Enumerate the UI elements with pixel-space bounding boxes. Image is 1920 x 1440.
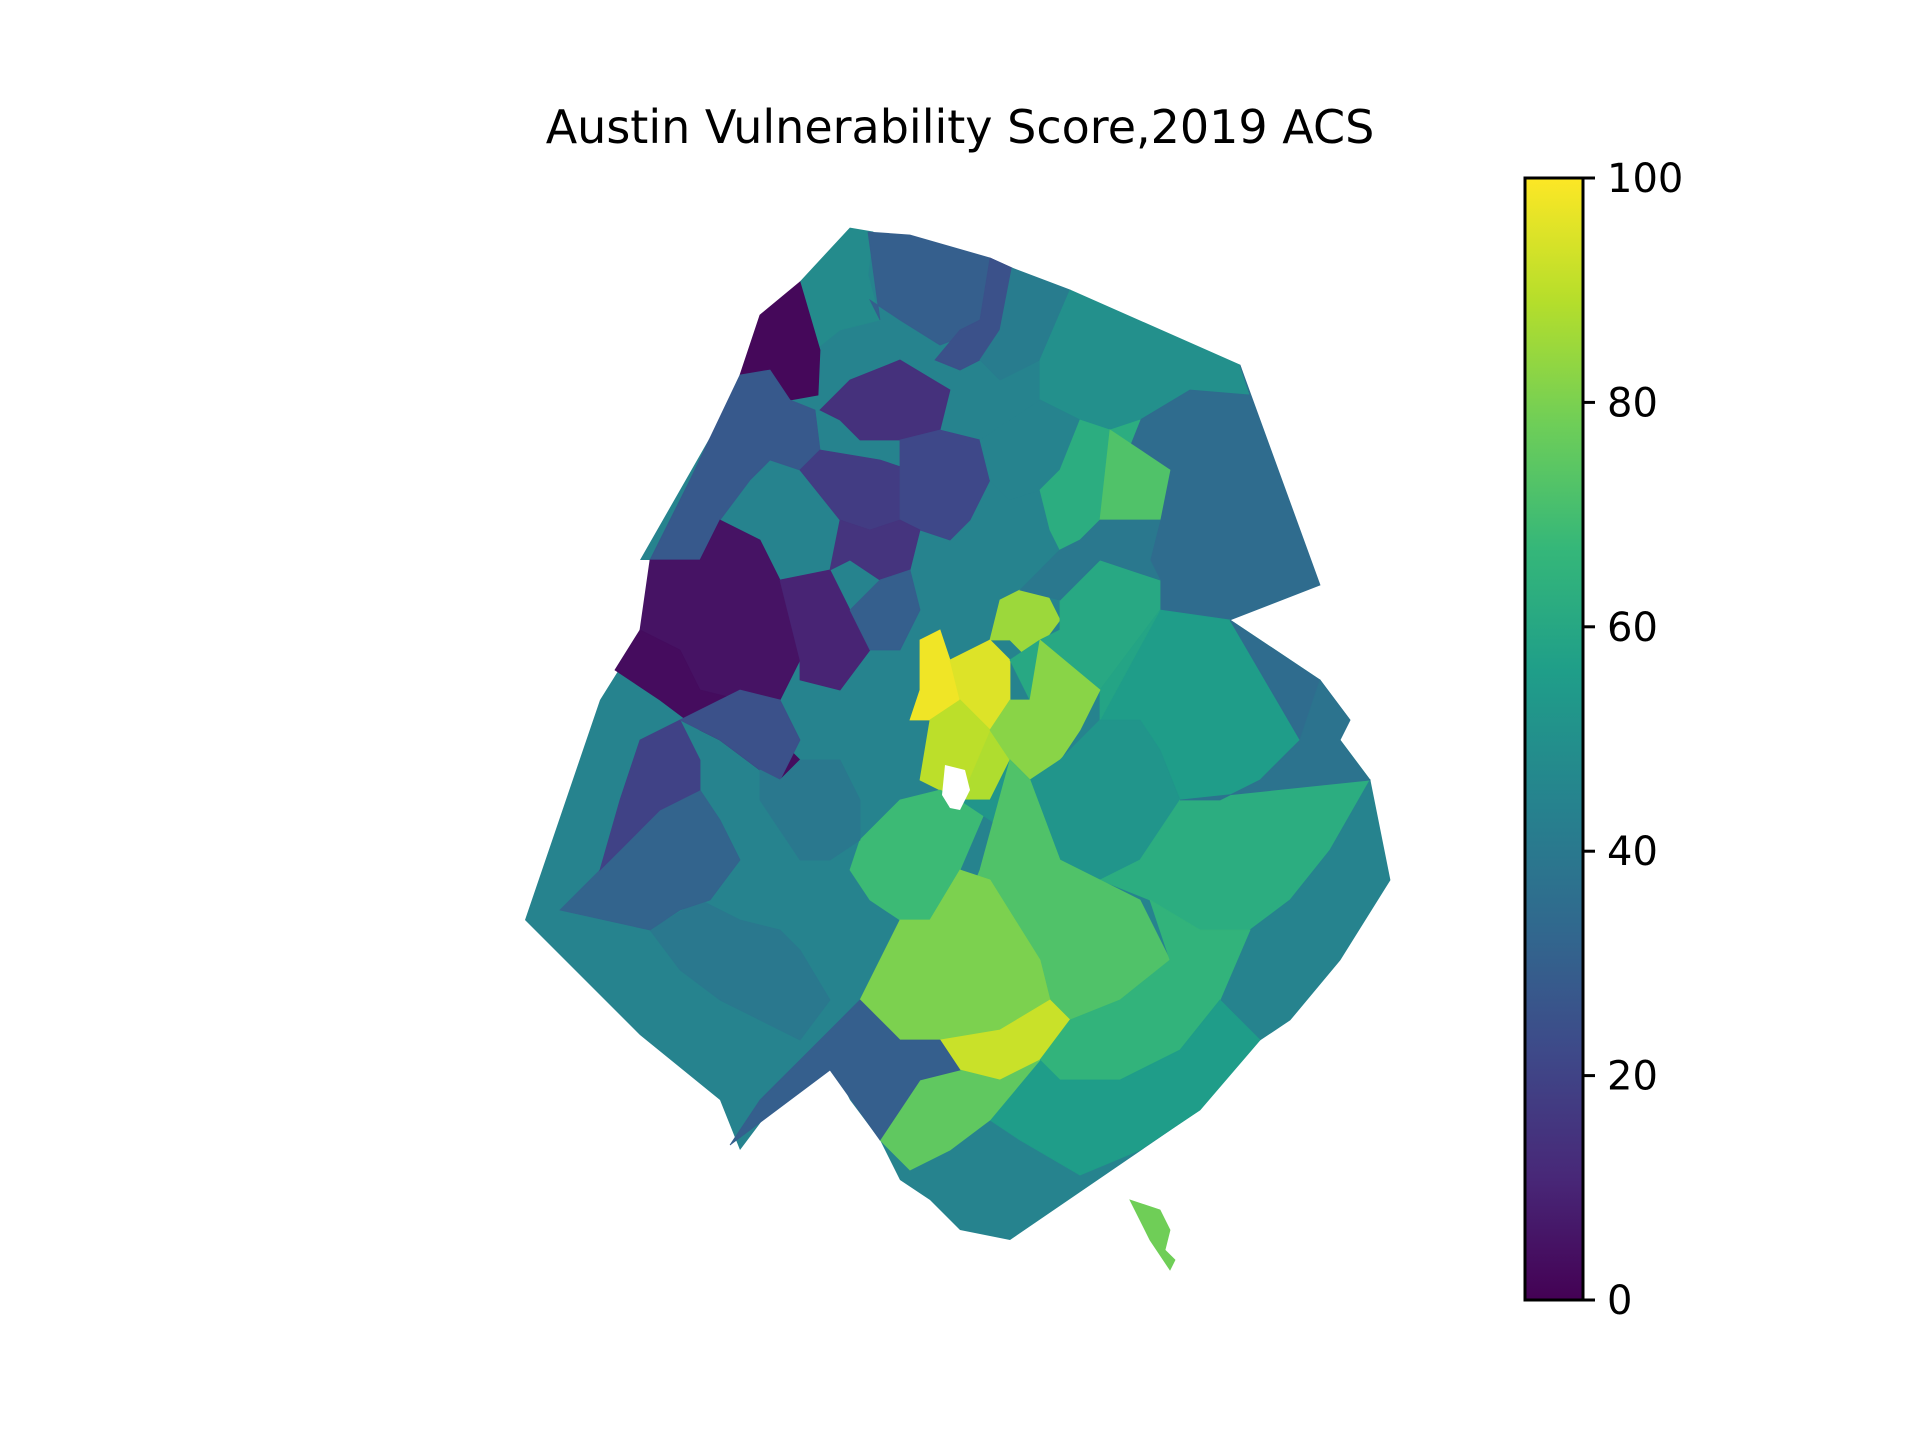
tract-region [779,569,871,691]
tract-region [1129,1199,1176,1271]
tract-region [989,999,1261,1176]
chart-title: Austin Vulnerability Score,2019 ACS [545,100,1375,154]
tract-region [649,899,831,1041]
colorbar-tick-label: 80 [1607,380,1658,426]
tract-region [1019,519,1161,601]
colorbar-tick-label: 0 [1607,1278,1632,1324]
colorbar-gradient [1523,176,1585,1302]
tract-region [849,569,921,651]
census-tracts [525,227,1391,1271]
tract-region [759,759,861,861]
colorbar-tick-label: 20 [1607,1054,1658,1100]
colorbar: 0 20 40 60 80 100 [1523,156,1683,1324]
tract-region [599,719,701,872]
tract-region [1099,609,1161,721]
tract-region [1179,679,1371,801]
missing-data-region [942,765,970,810]
tract-region [729,999,961,1146]
colorbar-tick-label: 40 [1607,829,1658,875]
colorbar-ticks: 0 20 40 60 80 100 [1583,156,1683,1324]
colorbar-tick-label: 60 [1607,605,1658,651]
colorbar-tick-label: 100 [1607,156,1683,202]
